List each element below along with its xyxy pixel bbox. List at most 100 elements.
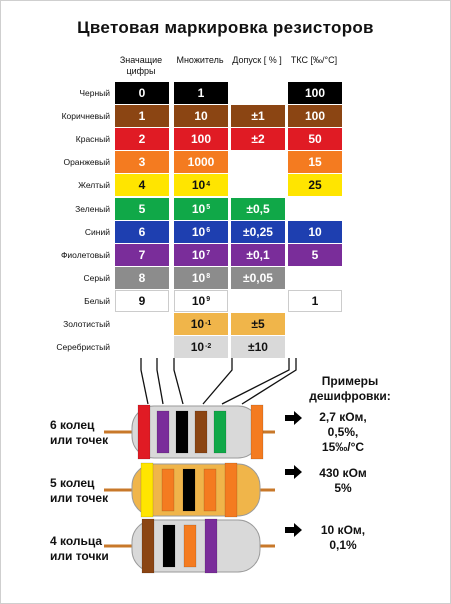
cell-tol [231,289,285,312]
cell-digit: 9 [115,289,169,312]
cell-value: ±5 [251,317,265,331]
resistor-label-4-bands: 4 кольца или точки [50,534,109,563]
row-label: Серебристый [56,342,110,353]
cell-value: 10 [191,178,206,193]
cell-value: 15 [308,155,322,170]
cell-mult: 10 9 [174,289,228,312]
cell-tol: ±0,1 [231,243,285,266]
example-decoding-3: 10 кОм, 0,1% [320,523,366,552]
cell-value: 100 [304,86,326,100]
cell-value: 9 [138,293,146,308]
resistor-band [162,524,176,568]
cell-value: 4 [138,178,146,193]
cell-value: ±0,05 [243,270,273,285]
row-label: Зеленый [75,203,110,214]
resistor-band [140,462,154,518]
cell-digit: 7 [115,243,169,266]
cell-value: 10 [191,201,206,216]
resistor-band [203,468,217,512]
cell-value: 0 [138,86,146,100]
cell-tks [288,313,342,335]
resistor-band [137,404,151,460]
cell-mult: 10 7 [174,243,228,266]
resistor-band [213,410,227,454]
row-label: Фиолетовый [60,249,110,260]
cell-value: 10 [191,247,206,262]
cell-value: 10 [308,224,322,239]
cell-value: 10 [190,317,205,331]
resistor-band [183,524,197,568]
cell-mult: 1000 [174,151,228,174]
cell-digit: 2 [115,128,169,151]
cell-value: 100 [304,109,326,124]
cell-digit: 0 [115,82,169,104]
column-header-tks: ТКС [‰/°C] [290,55,338,65]
cell-tks [288,197,342,220]
cell-value: ±0,1 [246,247,270,262]
cell-value: 8 [138,270,146,285]
cell-mult: 10 5 [174,197,228,220]
multiplier-exponent: 7 [206,250,211,258]
cell-digit: 1 [115,105,169,128]
cell-value: 1 [311,293,319,308]
cell-tol: ±0,25 [231,220,285,243]
cell-digit: 6 [115,220,169,243]
example-decoding-2: 430 кОм 5% [319,466,367,495]
cell-mult: 10 6 [174,220,228,243]
cell-value: 10 [190,340,205,355]
cell-value: 100 [190,132,212,147]
cell-mult: 10 -2 [174,336,228,359]
cell-value: 1 [197,86,205,100]
cell-tks: 5 [288,243,342,266]
cell-mult: 10 4 [174,174,228,197]
cell-mult: 10 8 [174,266,228,289]
resistor-band [204,518,218,574]
example-decoding-1: 2,7 кОм, 0,5%, 15‰/°C [319,410,367,454]
cell-tol: ±1 [231,105,285,128]
connector-line [140,358,149,405]
cell-value: 1000 [187,155,215,170]
resistor-band [141,518,155,574]
cell-value: 25 [308,178,322,193]
resistor-band [182,468,196,512]
row-label: Синий [84,226,110,237]
cell-tol [231,174,285,197]
cell-mult: 10 [174,105,228,128]
arrow-right-icon [285,523,302,537]
cell-value: 7 [138,247,146,262]
connector-line [221,358,290,405]
cell-value: ±2 [251,132,265,147]
cell-tks [288,266,342,289]
cell-tol: ±5 [231,313,285,335]
multiplier-exponent: 8 [206,273,211,281]
column-header-multiplier: Множитель [176,55,224,65]
cell-value: ±0,25 [243,224,273,239]
resistor-band [250,404,264,460]
examples-header: Примеры дешифровки: [309,374,391,403]
cell-digit: 8 [115,266,169,289]
cell-tks: 15 [288,151,342,174]
multiplier-exponent: 4 [206,180,211,188]
resistor-band [156,410,170,454]
row-label: Белый [84,295,110,306]
cell-tks: 1 [288,289,342,312]
cell-tks: 50 [288,128,342,151]
multiplier-exponent: 5 [206,204,211,211]
connector-line [241,358,297,405]
cell-tol: ±2 [231,128,285,151]
resistor-band [224,462,238,518]
row-label: Оранжевый [63,157,110,168]
cell-tks: 10 [288,220,342,243]
resistor-band [175,410,189,454]
cell-mult: 100 [174,128,228,151]
cell-value: ±1 [251,109,265,124]
multiplier-exponent: -2 [205,342,212,350]
resistor-label-6-bands: 6 колец или точек [50,418,109,447]
page-title: Цветовая маркировка резисторов [77,18,374,37]
resistor-band [194,410,208,454]
column-header-tolerance: Допуск [ % ] [232,55,282,65]
cell-value: 10 [191,293,206,308]
multiplier-exponent: 9 [206,296,211,304]
arrow-right-icon [285,465,302,479]
